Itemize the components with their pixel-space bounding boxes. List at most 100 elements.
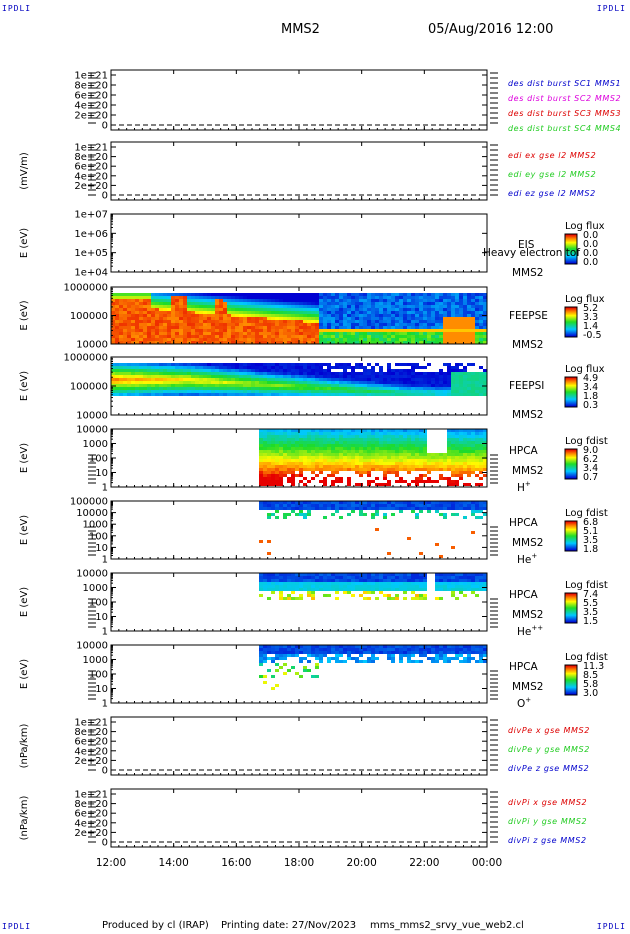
- spectrogram-cell: [451, 432, 455, 435]
- spectrogram-cell: [215, 314, 219, 317]
- spectrogram-cell: [211, 369, 215, 372]
- spectrogram-cell: [299, 468, 303, 471]
- spectrogram-cell: [399, 444, 403, 447]
- spectrogram-cell: [315, 338, 319, 341]
- spectrogram-cell: [371, 305, 375, 308]
- spectrogram-cell: [263, 459, 267, 462]
- spectrogram-cell: [211, 299, 215, 302]
- spectrogram-cell: [479, 335, 483, 338]
- spectrogram-cell: [119, 384, 123, 387]
- spectrogram-cell: [275, 299, 279, 302]
- spectrogram-cell: [463, 507, 467, 510]
- colorbar-cell: [565, 334, 577, 336]
- spectrogram-cell: [423, 480, 427, 483]
- spectrogram-cell: [299, 474, 303, 477]
- spectrogram-cell: [383, 323, 387, 326]
- spectrogram-cell: [163, 320, 167, 323]
- spectrogram-cell: [239, 384, 243, 387]
- spectrogram-cell: [391, 438, 395, 441]
- spectrogram-cell: [127, 387, 131, 390]
- spectrogram-cell: [351, 387, 355, 390]
- colorbar-cell: [565, 540, 577, 542]
- spectrogram-cell: [319, 450, 323, 453]
- spectrogram-cell: [283, 459, 287, 462]
- spectrogram-cell: [351, 378, 355, 381]
- spectrogram-cell: [407, 453, 411, 456]
- spectrogram-cell: [431, 311, 435, 314]
- spectrogram-cell: [363, 338, 367, 341]
- spectrogram-cell: [235, 387, 239, 390]
- spectrogram-cell: [167, 305, 171, 308]
- spectrogram-cell: [183, 341, 187, 344]
- spectrogram-cell: [275, 582, 279, 585]
- spectrogram-cell: [355, 504, 359, 507]
- spectrogram-cell: [471, 435, 475, 438]
- spectrogram-cell: [459, 369, 463, 372]
- spectrogram-cell: [167, 293, 171, 296]
- spectrogram-cell: [303, 384, 307, 387]
- spectrogram-cell: [283, 585, 287, 588]
- spectrogram-cell: [315, 450, 319, 453]
- spectrogram-cell: [187, 299, 191, 302]
- spectrogram-cell: [335, 429, 339, 432]
- spectrogram-cell: [311, 326, 315, 329]
- spectrogram-cell: [419, 341, 423, 344]
- spectrogram-cell: [159, 393, 163, 396]
- colorbar-cell: [565, 378, 577, 380]
- spectrogram-cell: [391, 332, 395, 335]
- spectrogram-cell: [263, 582, 267, 585]
- spectrogram-cell: [415, 317, 419, 320]
- spectrogram-cell: [275, 432, 279, 435]
- spectrogram-cell: [175, 299, 179, 302]
- spectrogram-cell: [399, 332, 403, 335]
- spectrogram-cell: [271, 456, 275, 459]
- spectrogram-cell: [295, 393, 299, 396]
- spectrogram-cell: [267, 314, 271, 317]
- spectrogram-cell: [143, 311, 147, 314]
- spectrogram-cell: [115, 308, 119, 311]
- spectrogram-cell: [227, 308, 231, 311]
- spectrogram-cell: [347, 465, 351, 468]
- spectrogram-cell: [331, 573, 335, 576]
- spectrogram-cell: [383, 483, 387, 486]
- spectrogram-cell: [339, 438, 343, 441]
- spectrogram-cell: [155, 296, 159, 299]
- spectrogram-cell: [355, 444, 359, 447]
- spectrogram-cell: [399, 384, 403, 387]
- spectrogram-cell: [299, 588, 303, 591]
- spectrogram-cell: [283, 507, 287, 510]
- spectrogram-cell: [135, 293, 139, 296]
- spectrogram-cell: [451, 320, 455, 323]
- spectrogram-cell: [331, 317, 335, 320]
- spectrogram-cell: [195, 335, 199, 338]
- spectrogram-cell: [463, 329, 467, 332]
- spectrogram-cell: [195, 387, 199, 390]
- spectrogram-cell: [375, 438, 379, 441]
- spectrogram-cell: [455, 314, 459, 317]
- spectrogram-cell: [175, 308, 179, 311]
- spectrogram-cell: [463, 390, 467, 393]
- spectrogram-cell: [331, 384, 335, 387]
- spectrogram-cell: [383, 501, 387, 504]
- spectrogram-cell: [343, 314, 347, 317]
- spectrogram-cell: [115, 299, 119, 302]
- spectrogram-cell: [207, 372, 211, 375]
- spectrogram-cell: [159, 320, 163, 323]
- spectrogram-cell: [415, 594, 419, 597]
- y-tick-label: 4e+20: [74, 101, 108, 112]
- spectrogram-cell: [359, 588, 363, 591]
- spectrogram-cell: [451, 390, 455, 393]
- spectrogram-cell: [123, 329, 127, 332]
- spectrogram-cell: [435, 323, 439, 326]
- colorbar-cell: [565, 321, 577, 323]
- spectrogram-cell: [291, 296, 295, 299]
- colorbar-cell: [565, 476, 577, 478]
- spectrogram-cell: [135, 341, 139, 344]
- spectrogram-cell: [315, 311, 319, 314]
- spectrogram-cell: [307, 510, 311, 513]
- spectrogram-cell: [391, 465, 395, 468]
- spectrogram-cell: [131, 387, 135, 390]
- spectrogram-cell: [127, 390, 131, 393]
- spectrogram-cell: [371, 438, 375, 441]
